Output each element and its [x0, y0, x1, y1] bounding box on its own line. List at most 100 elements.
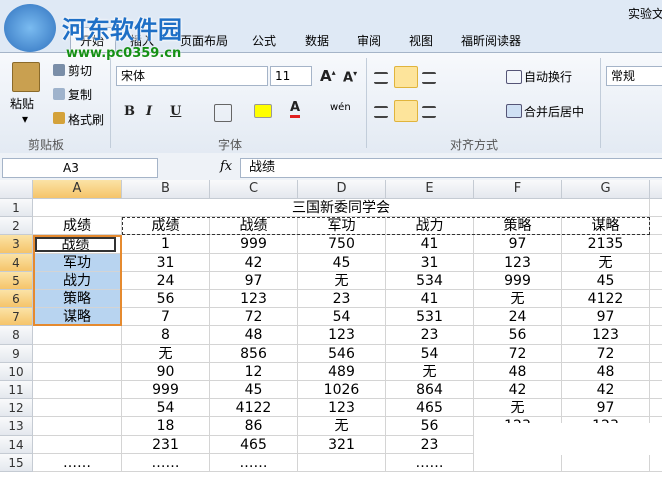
cell[interactable]: 45: [210, 381, 298, 400]
left-align-button[interactable]: [374, 106, 388, 118]
cell[interactable]: 18: [122, 417, 210, 436]
cell[interactable]: [298, 453, 386, 472]
sheet-title-cell[interactable]: 三国新委同学会: [33, 199, 650, 218]
cell[interactable]: 546: [298, 344, 386, 363]
cell[interactable]: 54: [122, 399, 210, 418]
fx-button[interactable]: fx: [220, 159, 233, 174]
fill-color-button[interactable]: [254, 104, 272, 118]
cell[interactable]: 4122: [210, 399, 298, 418]
cell[interactable]: 534: [386, 271, 474, 290]
column-header[interactable]: F: [474, 180, 562, 199]
border-button[interactable]: [214, 104, 232, 122]
ribbon-tab[interactable]: 审阅: [357, 34, 382, 48]
cell[interactable]: 54: [386, 344, 474, 363]
cell[interactable]: 45: [298, 253, 386, 272]
paste-button[interactable]: 粘贴: [10, 97, 35, 111]
underline-button[interactable]: U: [170, 104, 182, 119]
right-align-button[interactable]: [422, 106, 436, 118]
cell[interactable]: 24: [122, 271, 210, 290]
cell[interactable]: 750: [298, 235, 386, 254]
row-header[interactable]: 7: [0, 308, 33, 327]
cell[interactable]: 42: [210, 253, 298, 272]
cell[interactable]: 56: [386, 417, 474, 436]
cell[interactable]: 1: [122, 235, 210, 254]
cell[interactable]: 无: [474, 399, 562, 418]
cell[interactable]: 123: [562, 326, 650, 345]
cell[interactable]: ……: [386, 453, 474, 472]
cell[interactable]: 无: [298, 417, 386, 436]
cell[interactable]: 31: [386, 253, 474, 272]
italic-button[interactable]: I: [146, 104, 153, 119]
cell[interactable]: 2135: [562, 235, 650, 254]
center-align-button[interactable]: [394, 100, 418, 122]
cell[interactable]: [474, 453, 562, 472]
cell[interactable]: 无: [474, 290, 562, 309]
cell[interactable]: ……: [33, 453, 122, 472]
column-header[interactable]: C: [210, 180, 298, 199]
row-header[interactable]: 12: [0, 399, 33, 418]
cell[interactable]: ……: [122, 453, 210, 472]
cell[interactable]: [33, 344, 122, 363]
cell[interactable]: 12: [210, 362, 298, 381]
cell[interactable]: 48: [210, 326, 298, 345]
format-painter-icon[interactable]: [53, 112, 65, 124]
wrap-text-button[interactable]: 自动换行: [524, 70, 573, 84]
font-name-box[interactable]: 宋体: [116, 66, 268, 86]
cell[interactable]: 1026: [298, 381, 386, 400]
row-header[interactable]: 3: [0, 235, 33, 254]
cell[interactable]: 97: [562, 399, 650, 418]
row-header[interactable]: 14: [0, 435, 33, 454]
cell[interactable]: 531: [386, 308, 474, 327]
cell[interactable]: 无: [298, 271, 386, 290]
cell[interactable]: 无: [122, 344, 210, 363]
cell[interactable]: 999: [122, 381, 210, 400]
cell[interactable]: 45: [562, 271, 650, 290]
merge-center-button[interactable]: 合并后居中: [524, 105, 585, 119]
select-all[interactable]: [0, 180, 33, 199]
cell[interactable]: 123: [474, 253, 562, 272]
cell[interactable]: 战绩: [35, 237, 116, 252]
ribbon-tab[interactable]: 福昕阅读器: [461, 34, 522, 48]
bottom-align-button[interactable]: [422, 72, 436, 84]
cell[interactable]: 97: [562, 308, 650, 327]
cell[interactable]: 123: [298, 326, 386, 345]
row-header[interactable]: 15: [0, 453, 33, 472]
row-header[interactable]: 10: [0, 362, 33, 381]
cell[interactable]: 7: [122, 308, 210, 327]
cell[interactable]: 856: [210, 344, 298, 363]
cell[interactable]: 90: [122, 362, 210, 381]
row-header[interactable]: 1: [0, 199, 33, 218]
name-box[interactable]: A3: [2, 158, 158, 178]
top-align-button[interactable]: [374, 72, 388, 84]
number-format-box[interactable]: 常规: [606, 66, 662, 86]
cell[interactable]: 无: [386, 362, 474, 381]
ribbon-tab[interactable]: 页面布局: [180, 34, 229, 48]
cell[interactable]: 策略: [33, 290, 122, 309]
row-header[interactable]: 13: [0, 417, 33, 436]
cell[interactable]: 465: [386, 399, 474, 418]
cell[interactable]: 97: [474, 235, 562, 254]
cell[interactable]: 23: [386, 435, 474, 454]
column-header[interactable]: E: [386, 180, 474, 199]
row-header[interactable]: 6: [0, 290, 33, 309]
ribbon-tab[interactable]: 插入: [130, 34, 155, 48]
row-header[interactable]: 11: [0, 381, 33, 400]
cell[interactable]: [33, 417, 122, 436]
cell[interactable]: 无: [562, 253, 650, 272]
cut-icon[interactable]: [53, 64, 65, 76]
cell[interactable]: 56: [474, 326, 562, 345]
ribbon-tab[interactable]: 开始: [80, 34, 105, 48]
grow-font-button[interactable]: A▴: [320, 67, 336, 85]
row-header[interactable]: 8: [0, 326, 33, 345]
ribbon-tab[interactable]: 公式: [252, 34, 277, 48]
cell[interactable]: 54: [298, 308, 386, 327]
cell[interactable]: 56: [122, 290, 210, 309]
cell[interactable]: 24: [474, 308, 562, 327]
cell[interactable]: 97: [210, 271, 298, 290]
merge-icon[interactable]: [506, 104, 522, 118]
cell[interactable]: 72: [474, 344, 562, 363]
copy-button[interactable]: 复制: [68, 88, 93, 102]
format-painter-button[interactable]: 格式刷: [68, 113, 105, 127]
bold-button[interactable]: B: [124, 104, 135, 119]
paste-icon[interactable]: [12, 62, 40, 92]
